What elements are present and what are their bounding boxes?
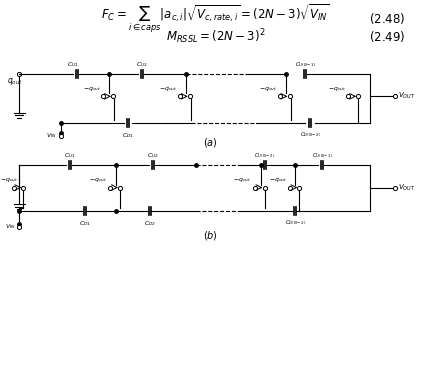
- Text: $-q_{out}$: $-q_{out}$: [159, 85, 178, 93]
- Text: $F_C = \sum_{i \in caps} |a_{c,i}| \sqrt{V_{c,rate,i}} = (2N-3)\sqrt{V_{IN}}$: $F_C = \sum_{i \in caps} |a_{c,i}| \sqrt…: [101, 3, 330, 35]
- Text: $M_{RSSL} = (2N-3)^2$: $M_{RSSL} = (2N-3)^2$: [166, 27, 265, 46]
- Text: $(b)$: $(b)$: [204, 229, 218, 242]
- Text: $q_{out}$: $q_{out}$: [6, 76, 23, 87]
- Text: $C_{U2}$: $C_{U2}$: [136, 60, 148, 69]
- Text: $-q_{out}$: $-q_{out}$: [89, 176, 108, 184]
- Text: $-q_{out}$: $-q_{out}$: [83, 85, 102, 93]
- Text: $(a)$: $(a)$: [204, 136, 218, 149]
- Text: $-q_{out}$: $-q_{out}$: [328, 85, 347, 93]
- Text: $V_{OUT}$: $V_{OUT}$: [398, 91, 416, 101]
- Text: $C_{D2}$: $C_{D2}$: [144, 219, 156, 228]
- Text: $(2.49)$: $(2.49)$: [369, 29, 405, 44]
- Text: $V_{IN}$: $V_{IN}$: [45, 131, 56, 140]
- Text: $C_{U1}$: $C_{U1}$: [65, 151, 76, 160]
- Text: $C_{U(N-2)}$: $C_{U(N-2)}$: [254, 152, 275, 160]
- Text: $V_{IN}$: $V_{IN}$: [5, 222, 16, 231]
- Text: $C_{U1}$: $C_{U1}$: [67, 60, 79, 69]
- Text: $V_{OUT}$: $V_{OUT}$: [398, 182, 416, 193]
- Text: $(2.48)$: $(2.48)$: [369, 11, 405, 26]
- Text: $C_{U(N-1)}$: $C_{U(N-1)}$: [312, 152, 333, 160]
- Text: $C_{U(N-1)}$: $C_{U(N-1)}$: [295, 61, 316, 69]
- Text: $C_{D(N-2)}$: $C_{D(N-2)}$: [285, 219, 306, 227]
- Text: $C_{U2}$: $C_{U2}$: [147, 151, 159, 160]
- Text: $-q_{out}$: $-q_{out}$: [268, 176, 287, 184]
- Text: $-q_{out}$: $-q_{out}$: [259, 85, 277, 93]
- Text: $-q_{out}$: $-q_{out}$: [233, 176, 251, 184]
- Text: $-q_{out}$: $-q_{out}$: [0, 176, 18, 184]
- Text: $C_{D(N-2)}$: $C_{D(N-2)}$: [300, 131, 321, 139]
- Text: $C_{D1}$: $C_{D1}$: [79, 219, 91, 228]
- Text: $C_{D1}$: $C_{D1}$: [122, 131, 134, 139]
